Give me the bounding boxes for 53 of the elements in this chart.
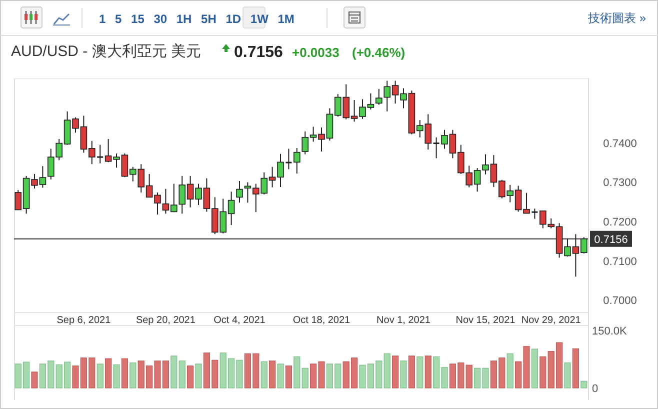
bar xyxy=(294,356,300,388)
text: 1 5 15 30 1H 5H 1D 1W 1M xyxy=(99,12,294,26)
bar xyxy=(302,368,308,388)
x-tick-label: Sep 6, 2021 xyxy=(56,315,112,326)
bar xyxy=(285,366,292,388)
bar xyxy=(170,356,178,388)
bar xyxy=(195,364,202,388)
bar xyxy=(121,358,128,388)
chart-title: AUD/USD - 澳大利亞元 美元 xyxy=(11,43,202,60)
x-tick-label: Nov 15, 2021 xyxy=(456,315,516,326)
bar xyxy=(564,362,571,388)
bar xyxy=(31,372,38,388)
bar xyxy=(187,366,194,388)
bar xyxy=(540,356,546,388)
bar xyxy=(96,364,104,388)
x-tick-label: Nov 29, 2021 xyxy=(521,315,582,326)
bar xyxy=(130,362,136,388)
ref-line-label: 0.7156 xyxy=(594,234,628,246)
x-tick-label: Sep 20, 2021 xyxy=(136,315,196,326)
y-tick-label: 0 xyxy=(592,383,598,395)
y-tick-label: 0.7000 xyxy=(603,295,637,308)
text: (+0.46%) xyxy=(352,45,406,60)
y-tick-label: 0.7200 xyxy=(603,216,637,229)
bar xyxy=(466,364,472,388)
candlestick xyxy=(236,180,243,204)
x-tick-label: Oct 4, 2021 xyxy=(214,315,266,326)
candlestick xyxy=(376,88,382,106)
y-tick-label: 0.7100 xyxy=(603,256,637,268)
x-tick-label: Oct 18, 2021 xyxy=(292,315,351,326)
bar xyxy=(113,364,120,388)
bar xyxy=(408,356,415,388)
bar xyxy=(580,380,588,388)
candlestick xyxy=(294,148,300,174)
bar xyxy=(506,353,514,388)
x-tick-label: Nov 1, 2021 xyxy=(376,315,431,326)
bar xyxy=(260,361,268,388)
text: 技術圖表 » xyxy=(588,9,646,27)
bar xyxy=(392,356,399,388)
bar xyxy=(400,360,407,388)
y-tick-label: 0.7400 xyxy=(603,138,637,150)
bar xyxy=(531,348,538,388)
bar xyxy=(424,356,432,388)
y-tick-label: 0.7300 xyxy=(603,177,637,190)
bar xyxy=(269,360,276,388)
y-tick-label: 150.0K xyxy=(592,326,628,338)
bar xyxy=(572,348,579,388)
text: +0.0033 xyxy=(292,45,340,60)
bar xyxy=(384,353,390,388)
bar xyxy=(277,364,284,388)
bar xyxy=(178,360,186,388)
bar xyxy=(416,356,424,388)
bar xyxy=(105,358,112,388)
text: 0.7156 xyxy=(234,44,284,61)
